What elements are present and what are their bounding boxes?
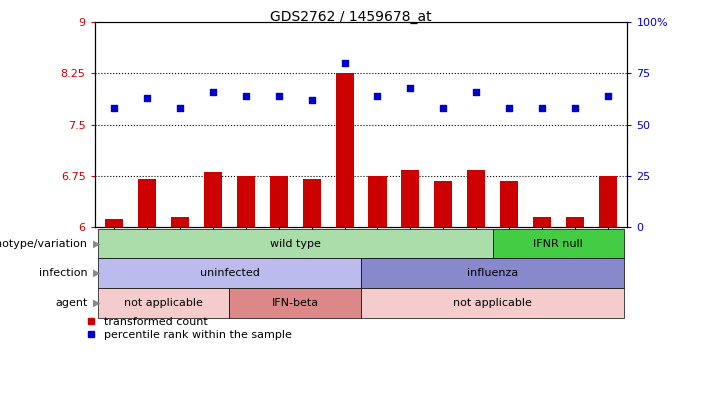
Point [306,97,318,103]
Point [503,105,515,111]
Text: ▶: ▶ [93,268,101,278]
Text: not applicable: not applicable [453,298,532,308]
Point [569,105,580,111]
Text: influenza: influenza [467,268,518,278]
Bar [270,176,288,227]
Bar [533,217,551,227]
Bar [303,179,321,227]
Text: ▶: ▶ [93,298,101,308]
Bar [467,170,485,227]
Bar [401,170,419,227]
Point [404,85,416,91]
Text: agent: agent [55,298,88,308]
Bar [204,172,222,227]
Bar [171,217,189,227]
Point [437,105,449,111]
Bar [138,179,156,227]
Legend: transformed count, percentile rank within the sample: transformed count, percentile rank withi… [86,317,292,340]
Point [602,93,613,99]
Point [273,93,285,99]
Point [339,60,350,66]
Text: infection: infection [39,268,88,278]
Text: wild type: wild type [270,239,320,249]
Text: ▶: ▶ [93,239,101,249]
Bar [500,181,518,227]
Text: genotype/variation: genotype/variation [0,239,88,249]
Point [536,105,547,111]
Bar [599,176,617,227]
Bar [105,219,123,227]
Point [142,95,153,101]
Text: uninfected: uninfected [200,268,259,278]
Point [175,105,186,111]
Point [240,93,252,99]
Point [207,89,219,95]
Point [109,105,120,111]
Text: IFNR null: IFNR null [533,239,583,249]
Bar [369,176,386,227]
Bar [237,176,255,227]
Point [372,93,383,99]
Bar [566,217,584,227]
Text: IFN-beta: IFN-beta [272,298,319,308]
Bar [336,73,353,227]
Text: not applicable: not applicable [124,298,203,308]
Bar [434,181,452,227]
Text: GDS2762 / 1459678_at: GDS2762 / 1459678_at [270,10,431,24]
Point [470,89,482,95]
